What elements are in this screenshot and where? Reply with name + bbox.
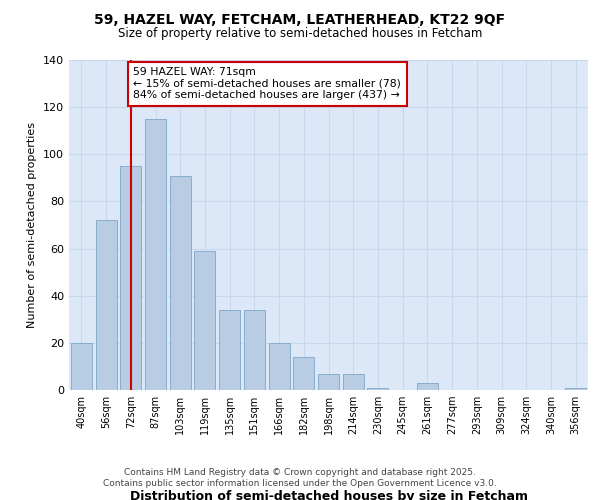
Text: Size of property relative to semi-detached houses in Fetcham: Size of property relative to semi-detach…	[118, 28, 482, 40]
Bar	[417, 383, 438, 390]
Text: 59, HAZEL WAY, FETCHAM, LEATHERHEAD, KT22 9QF: 59, HAZEL WAY, FETCHAM, LEATHERHEAD, KT2…	[94, 12, 506, 26]
Y-axis label: Number of semi-detached properties: Number of semi-detached properties	[28, 122, 37, 328]
Bar	[145, 119, 166, 390]
Text: Contains HM Land Registry data © Crown copyright and database right 2025.
Contai: Contains HM Land Registry data © Crown c…	[103, 468, 497, 487]
Bar	[318, 374, 339, 390]
Bar	[120, 166, 141, 390]
Bar	[293, 357, 314, 390]
Text: 59 HAZEL WAY: 71sqm
← 15% of semi-detached houses are smaller (78)
84% of semi-d: 59 HAZEL WAY: 71sqm ← 15% of semi-detach…	[133, 67, 401, 100]
Bar	[194, 251, 215, 390]
Bar	[367, 388, 388, 390]
Bar	[565, 388, 586, 390]
X-axis label: Distribution of semi-detached houses by size in Fetcham: Distribution of semi-detached houses by …	[130, 490, 527, 500]
Bar	[170, 176, 191, 390]
Bar	[71, 343, 92, 390]
Bar	[343, 374, 364, 390]
Bar	[219, 310, 240, 390]
Bar	[95, 220, 116, 390]
Bar	[244, 310, 265, 390]
Bar	[269, 343, 290, 390]
